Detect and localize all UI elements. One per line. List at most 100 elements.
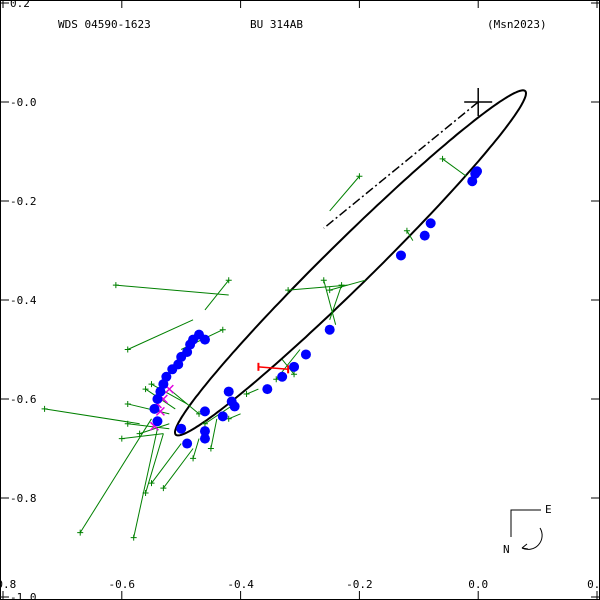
x-tick-label: 0.0 (468, 578, 488, 591)
residual-line (162, 448, 194, 489)
interferometric-point (277, 371, 288, 382)
residual-line (151, 443, 182, 484)
y-tick-label: -0.0 (10, 96, 37, 109)
compass-east-label: E (545, 503, 552, 516)
micrometer-point (243, 391, 250, 398)
residual-line (127, 423, 170, 430)
micrometer-point (338, 282, 345, 289)
compass-arrowhead-icon (521, 543, 529, 550)
interferometric-point (324, 324, 335, 335)
micrometer-point (112, 282, 119, 289)
residual-line (79, 418, 152, 533)
residual-line (168, 388, 200, 415)
micrometer-point (130, 534, 137, 541)
micrometer-point (207, 445, 214, 452)
micrometer-point (219, 326, 226, 333)
interferometric-point (199, 426, 210, 437)
residual-line (127, 319, 194, 350)
residual-line (329, 284, 343, 320)
annotation-layer (257, 362, 290, 374)
residual-line (192, 438, 200, 459)
micrometer-point (356, 173, 363, 180)
y-tick-label: -0.2 (10, 195, 37, 208)
y-tick-label: -1.0 (10, 591, 37, 600)
micrometer-point (142, 386, 149, 393)
x-tick-label: 0.2 (587, 578, 600, 591)
micrometer-point (148, 381, 155, 388)
residual-line (329, 279, 366, 291)
residual-line (204, 279, 230, 311)
micrometer-point (148, 480, 155, 487)
compass-north-label: N (503, 543, 510, 556)
micrometer-point (326, 287, 333, 294)
micrometer-point (320, 277, 327, 284)
residual-line (406, 230, 414, 241)
residual-line (288, 284, 348, 291)
micrometer-point (124, 346, 131, 353)
residual-line (139, 423, 170, 435)
y-tick-label: -0.8 (10, 492, 37, 505)
residual-line (151, 383, 188, 405)
residual-line (228, 413, 241, 420)
compass-arc (521, 527, 543, 550)
interferometric-layer (149, 166, 483, 449)
header-right: (Msn2023) (487, 18, 547, 31)
compass-axes (510, 509, 541, 537)
x-tick-label: -0.2 (346, 578, 373, 591)
y-tick-label: -0.6 (10, 393, 37, 406)
compass: E N (503, 503, 552, 556)
micrometer-point (285, 287, 292, 294)
interferometric-point (395, 250, 406, 261)
interferometric-point (199, 406, 210, 417)
orbit-ellipse (174, 89, 528, 437)
micrometer-point (190, 455, 197, 462)
interferometric-point (425, 218, 436, 229)
residual-line (44, 408, 140, 425)
interferometric-point (152, 416, 163, 427)
interferometric-point (199, 433, 210, 444)
interferometric-point (419, 230, 430, 241)
line-of-nodes (323, 101, 479, 229)
interferometric-point (199, 334, 210, 345)
micrometer-point (124, 420, 131, 427)
interferometric-point (182, 438, 193, 449)
residual-line (246, 388, 259, 395)
micrometer-point (142, 490, 149, 497)
micrometer-point (201, 420, 208, 427)
interferometric-point (472, 166, 483, 177)
anomaly-bar (258, 366, 289, 371)
interferometric-point (161, 371, 172, 382)
y-tick-label: 0.2 (10, 0, 30, 10)
micrometer-point (41, 405, 48, 412)
micrometer-point (439, 155, 446, 162)
residual-line (442, 158, 467, 177)
interferometric-point (262, 384, 273, 395)
interferometric-point (223, 386, 234, 397)
micrometer-point (124, 400, 131, 407)
residual-line (127, 403, 170, 415)
header-center: BU 314AB (250, 18, 303, 31)
interferometric-point (226, 396, 237, 407)
micrometer-point (403, 227, 410, 234)
micrometer-point (160, 485, 167, 492)
x-tick-label: -0.4 (227, 578, 254, 591)
residual-line (210, 418, 218, 449)
residual-line (329, 175, 360, 212)
interferometric-point (176, 423, 187, 434)
x-tick-label: -0.6 (109, 578, 136, 591)
x-tick-label: -0.8 (0, 578, 16, 591)
micrometer-point (225, 277, 232, 284)
interferometric-point (467, 176, 478, 187)
interferometric-point (149, 403, 160, 414)
residual-line (133, 428, 158, 538)
interferometric-point (300, 349, 311, 360)
residual-line (323, 280, 337, 325)
micrometer-point (118, 435, 125, 442)
residual-line (115, 284, 229, 296)
micrometer-point (77, 529, 84, 536)
interferometric-point (217, 411, 228, 422)
